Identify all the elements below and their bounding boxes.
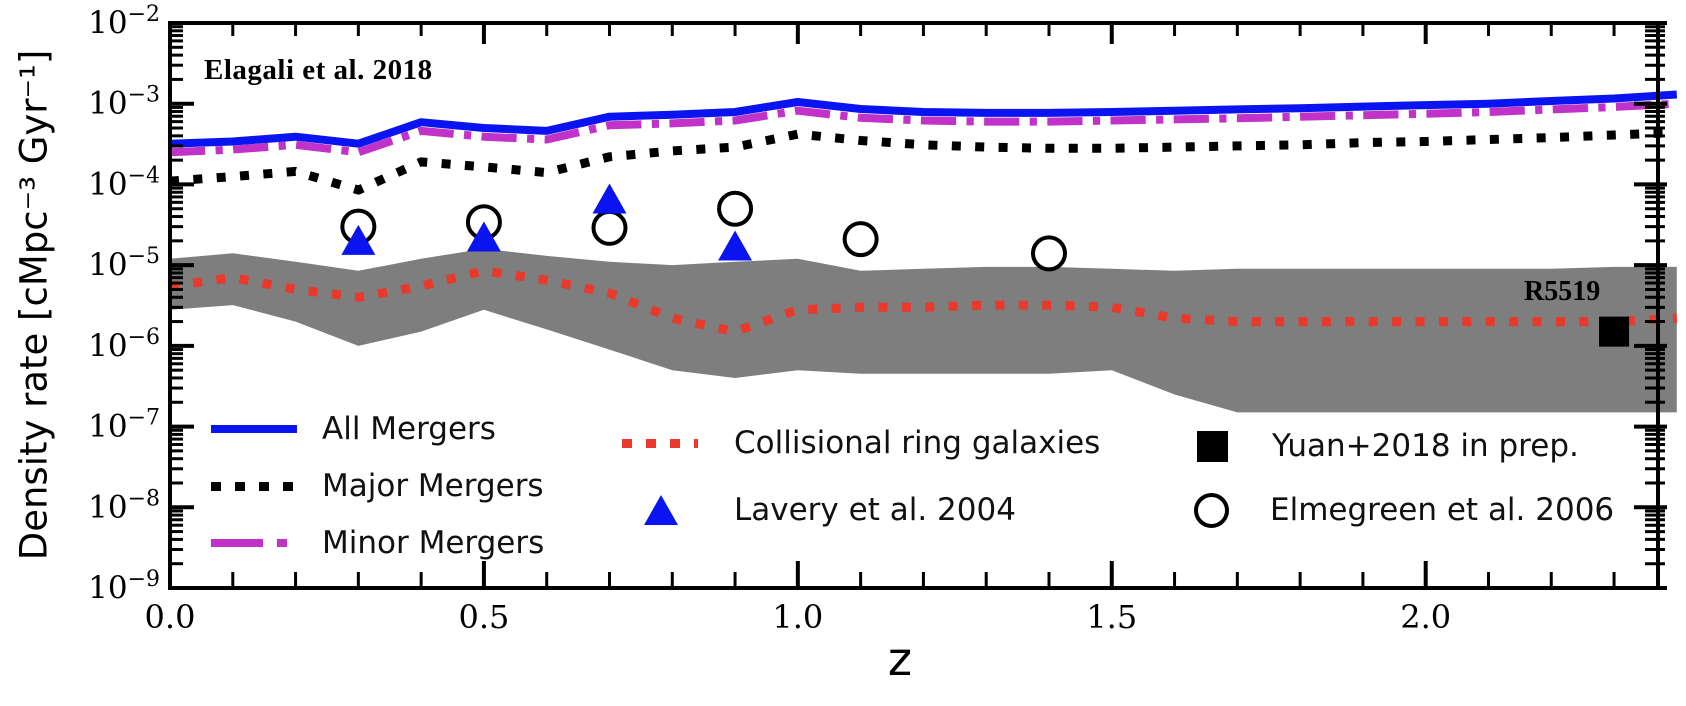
svg-text:1.0: 1.0	[772, 598, 823, 636]
svg-text:0.5: 0.5	[458, 598, 509, 636]
legend-label: All Mergers	[322, 411, 496, 447]
legend-item-minor-mergers: Minor Mergers	[211, 521, 544, 565]
y-axis-label: Density rate [cMpc⁻³ Gyr⁻¹]	[12, 49, 56, 561]
triangle-marker-icon	[644, 495, 678, 525]
scatter-yuan-2018-in-prep-	[1599, 316, 1630, 347]
legend-label: Lavery et al. 2004	[734, 492, 1016, 528]
source-annotation: Elagali et al. 2018	[204, 54, 433, 86]
legend-label: Minor Mergers	[322, 525, 545, 561]
svg-text:10−3: 10−3	[88, 83, 160, 122]
legend-label: Yuan+2018 in prep.	[1272, 428, 1579, 464]
svg-text:10−6: 10−6	[88, 325, 160, 364]
svg-text:10−4: 10−4	[88, 163, 160, 202]
legend-item-all-mergers: All Mergers	[211, 407, 496, 451]
legend-item-yuan-2018: Yuan+2018 in prep.	[1197, 424, 1579, 468]
dashdot-line-swatch-icon	[211, 539, 297, 547]
svg-text:10−5: 10−5	[88, 244, 160, 283]
circle-marker-icon	[1194, 492, 1229, 528]
legend-label: Elmegreen et al. 2006	[1270, 492, 1615, 528]
svg-text:10−2: 10−2	[88, 2, 160, 41]
legend-label: Collisional ring galaxies	[734, 425, 1101, 461]
svg-text:10−8: 10−8	[88, 486, 160, 525]
legend-item-ring-galaxies: Collisional ring galaxies	[622, 421, 1100, 465]
axis-ticks	[170, 21, 1667, 590]
svg-text:0.0: 0.0	[145, 598, 196, 636]
axes-frame	[168, 21, 1660, 590]
legend-item-elmegreen-2006: Elmegreen et al. 2006	[1194, 488, 1614, 532]
series-major-mergers	[169, 128, 1677, 195]
series-minor-mergers	[169, 99, 1678, 157]
x-axis-label: z	[887, 632, 913, 686]
solid-line-swatch-icon	[211, 425, 297, 433]
tick-labels: 10−210−310−410−510−610−710−810−90.0 0.5 1.…	[88, 2, 1451, 636]
legend-item-lavery-2004: Lavery et al. 2004	[644, 488, 1016, 532]
dotted-line-swatch-icon	[211, 481, 297, 491]
legend-item-major-mergers: Major Mergers	[211, 464, 544, 508]
legend-label: Major Mergers	[322, 468, 544, 504]
uncertainty-band	[170, 248, 1677, 413]
svg-text:10−7: 10−7	[88, 406, 160, 445]
square-marker-icon	[1197, 430, 1228, 462]
r5519-point-label: R5519	[1524, 276, 1601, 307]
svg-text:2.0: 2.0	[1400, 598, 1451, 636]
red-dotted-line-swatch-icon	[622, 438, 698, 448]
scatter-lavery-et-al-2004	[341, 183, 753, 261]
series-all-mergers	[169, 90, 1678, 148]
svg-text:1.5: 1.5	[1086, 598, 1137, 636]
